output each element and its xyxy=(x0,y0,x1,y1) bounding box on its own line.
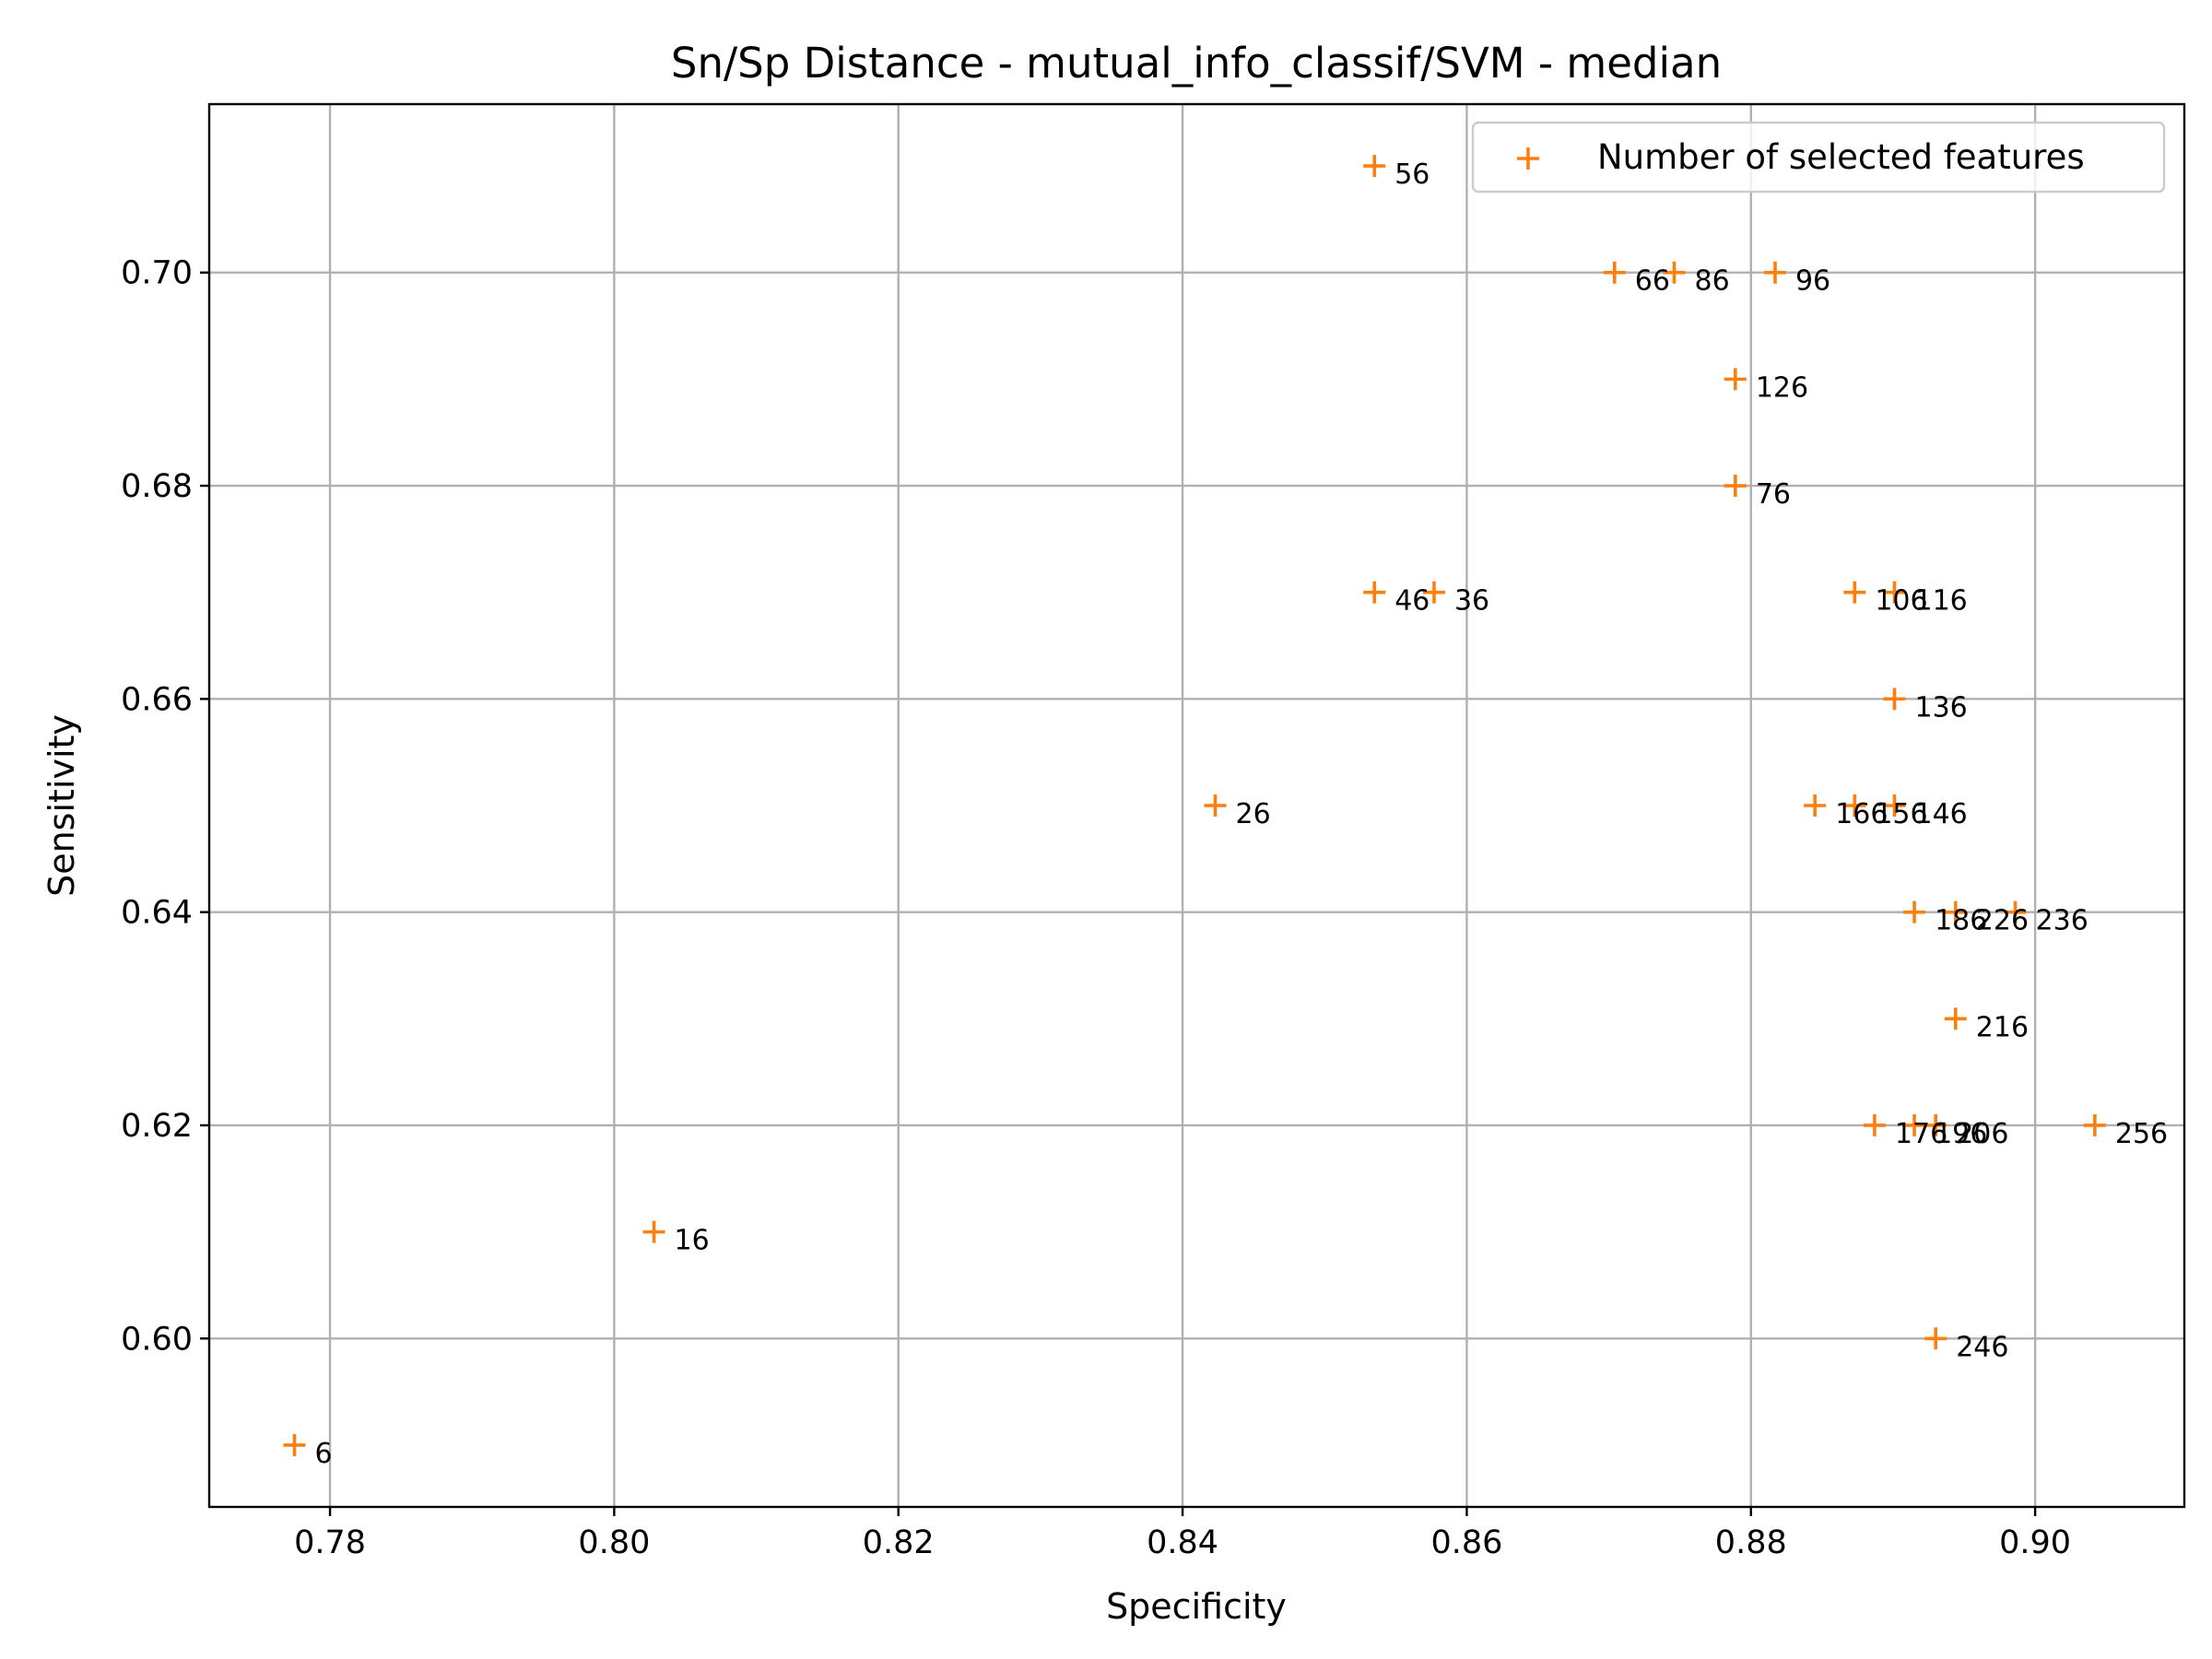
point-label: 76 xyxy=(1756,478,1791,511)
chart-title: Sn/Sp Distance - mutual_info_classif/SVM… xyxy=(671,39,1722,88)
x-axis-label: Specificity xyxy=(1106,1586,1287,1627)
x-tick-label: 0.82 xyxy=(863,1524,935,1561)
y-tick-label: 0.66 xyxy=(121,681,193,718)
point-label: 96 xyxy=(1795,265,1830,298)
plot-area-frame xyxy=(207,102,2186,1509)
axis-ticks: 0.78 0.80 0.82 0.84 0.86 0.88 0.90 0.60 0.62 0.64… xyxy=(121,255,2071,1561)
data-point-marker xyxy=(1924,1327,1947,1350)
point-label: 6 xyxy=(315,1438,333,1470)
point-label: 196 xyxy=(1935,1118,1987,1150)
point-label: 36 xyxy=(1454,585,1489,618)
point-label: 106 xyxy=(1875,585,1927,618)
x-tick-label: 0.88 xyxy=(1715,1524,1787,1561)
x-tick-label: 0.78 xyxy=(294,1524,366,1561)
y-tick-label: 0.64 xyxy=(121,895,193,932)
point-label: 176 xyxy=(1895,1118,1947,1150)
grid-lines xyxy=(209,104,2184,1507)
point-label: 16 xyxy=(675,1225,710,1257)
data-point-marker xyxy=(1843,794,1866,817)
point-label: 86 xyxy=(1695,265,1730,298)
x-tick-label: 0.84 xyxy=(1147,1524,1218,1561)
legend: Number of selected features xyxy=(1471,121,2166,194)
x-tick-label: 0.86 xyxy=(1430,1524,1502,1561)
data-point-marker xyxy=(1863,1113,1886,1136)
data-point-marker xyxy=(1724,368,1747,391)
point-label: 136 xyxy=(1914,691,1967,724)
point-label: 56 xyxy=(1394,159,1430,191)
data-point-marker xyxy=(2083,1113,2106,1136)
legend-box xyxy=(1471,121,2166,194)
data-point-marker xyxy=(283,1433,306,1456)
data-points xyxy=(283,155,2106,1456)
data-point-marker xyxy=(1763,261,1786,284)
data-point-marker xyxy=(642,1220,665,1243)
point-label: 156 xyxy=(1875,798,1927,830)
data-point-marker xyxy=(1363,155,1386,178)
point-label: 126 xyxy=(1756,371,1808,404)
point-label: 186 xyxy=(1935,905,1987,937)
point-label: 226 xyxy=(1976,905,2029,937)
point-label: 236 xyxy=(2036,905,2088,937)
data-point-marker xyxy=(1804,794,1827,817)
legend-series-name: Number of selected features xyxy=(1597,137,2085,177)
y-tick-label: 0.70 xyxy=(121,255,193,292)
point-label: 166 xyxy=(1835,798,1888,830)
y-tick-label: 0.68 xyxy=(121,468,193,505)
x-tick-label: 0.80 xyxy=(578,1524,650,1561)
data-point-marker xyxy=(1843,581,1866,604)
y-tick-label: 0.60 xyxy=(121,1321,193,1358)
data-point-marker xyxy=(1903,1113,1926,1136)
data-point-marker xyxy=(1883,581,1906,604)
data-point-marker xyxy=(1944,1007,1967,1030)
data-point-marker xyxy=(1903,900,1926,924)
data-point-marker xyxy=(1663,261,1686,284)
point-label: 206 xyxy=(1956,1118,2008,1150)
data-point-marker xyxy=(2004,900,2027,924)
data-point-marker xyxy=(1422,581,1445,604)
point-label: 66 xyxy=(1635,265,1670,298)
y-tick-label: 0.62 xyxy=(121,1108,193,1145)
point-label: 146 xyxy=(1914,798,1967,830)
data-point-marker xyxy=(1924,1113,1947,1136)
data-point-marker xyxy=(1204,794,1227,817)
y-axis-label: Sensitivity xyxy=(41,714,82,897)
data-point-marker xyxy=(1603,261,1626,284)
point-label: 26 xyxy=(1236,798,1271,830)
x-tick-label: 0.90 xyxy=(1999,1524,2071,1561)
point-label: 216 xyxy=(1976,1011,2029,1043)
data-point-marker xyxy=(1883,688,1906,711)
data-point-marker xyxy=(1944,900,1967,924)
legend-marker-plus-icon xyxy=(1517,147,1539,170)
point-label: 246 xyxy=(1956,1331,2008,1363)
data-point-marker xyxy=(1363,581,1386,604)
point-label: 46 xyxy=(1394,585,1430,618)
data-point-marker xyxy=(1724,475,1747,498)
point-label: 116 xyxy=(1914,585,1967,618)
point-label: 256 xyxy=(2115,1118,2168,1150)
data-point-marker xyxy=(1883,794,1906,817)
